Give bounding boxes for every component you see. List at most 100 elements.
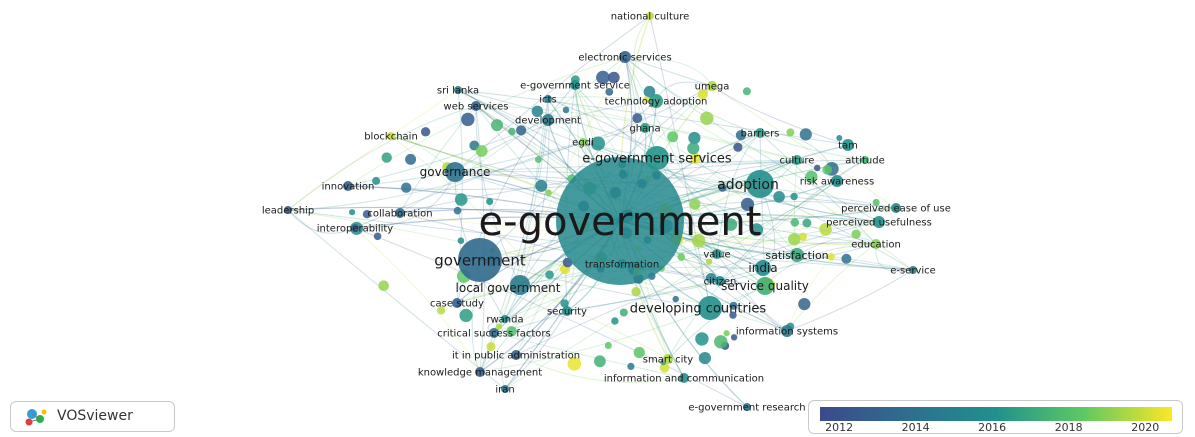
node-technology-adoption[interactable] [649,94,663,108]
node-citizen[interactable] [715,276,725,286]
label-iran[interactable]: iran [495,385,514,396]
label-e-government-research[interactable]: e-government research [688,403,805,414]
node-it-in-public-administration[interactable] [511,350,521,360]
label-case-study[interactable]: case study [430,299,484,310]
label-blockchain[interactable]: blockchain [364,132,418,143]
node-collaboration[interactable] [395,208,405,218]
node-e-government[interactable] [556,157,684,285]
label-egdi[interactable]: egdi [572,138,594,149]
node-security[interactable] [562,306,572,316]
label-interoperability[interactable]: interoperability [317,224,394,235]
label-governance[interactable]: governance [420,165,491,179]
node-sri-lanka[interactable] [454,86,462,94]
node-culture[interactable] [792,155,802,165]
label-satisfaction[interactable]: satisfaction [765,249,828,262]
node-innovation[interactable] [343,181,353,191]
label-ghana[interactable]: ghana [629,124,660,135]
label-attitude[interactable]: attitude [845,156,885,167]
node-e-government-services[interactable] [645,146,669,170]
node-case-study[interactable] [452,298,462,308]
node-transformation[interactable] [617,259,627,269]
label-web-services[interactable]: web services [444,102,509,113]
label-information-systems[interactable]: information systems [736,327,838,338]
node-knowledge-management[interactable] [475,367,485,377]
node-development[interactable] [542,114,554,126]
node-tam[interactable] [842,139,854,151]
label-smart-city[interactable]: smart city [643,355,693,366]
label-knowledge-management[interactable]: knowledge management [418,368,542,379]
node-barriers[interactable] [755,128,765,138]
node-e-service[interactable] [909,266,917,274]
label-sri-lanka[interactable]: sri lanka [437,86,479,97]
node-value[interactable] [712,249,722,259]
label-critical-success-factors[interactable]: critical success factors [437,329,550,340]
label-e-government[interactable]: e-government [479,199,762,245]
node-electronic-services[interactable] [619,51,631,63]
node-smart-city[interactable] [663,354,673,364]
label-perceived-usefulness[interactable]: perceived usefulness [826,218,932,229]
label-development[interactable]: development [515,116,581,127]
label-security[interactable]: security [547,307,587,318]
node-information-and-communication[interactable] [679,373,689,383]
node-rwanda[interactable] [501,315,509,323]
label-india[interactable]: india [748,261,777,275]
label-rwanda[interactable]: rwanda [486,315,523,326]
node-education[interactable] [871,239,881,249]
node-information-systems[interactable] [781,325,793,337]
node-iran[interactable] [501,385,509,393]
node-developing-countries[interactable] [698,296,722,320]
label-risk-awareness[interactable]: risk awareness [800,177,874,188]
label-e-service[interactable]: e-service [890,266,936,277]
label-transformation[interactable]: transformation [585,260,659,271]
node-local-government[interactable] [510,275,530,295]
node-egdi[interactable] [579,138,587,146]
node-critical-success-factors[interactable] [489,328,499,338]
label-icts[interactable]: icts [539,95,556,106]
label-innovation[interactable]: innovation [322,182,375,193]
label-technology-adoption[interactable]: technology adoption [605,97,708,108]
label-perceived-ease-of-use[interactable]: perceived ease of use [841,204,951,215]
label-barriers[interactable]: barriers [741,129,780,140]
label-value[interactable]: value [703,250,730,261]
node-adoption[interactable] [746,170,774,198]
label-e-government-services[interactable]: e-government services [582,152,732,167]
node-perceived-usefulness[interactable] [873,216,885,228]
node-national-culture[interactable] [646,12,654,20]
node-india[interactable] [755,260,771,276]
label-it-in-public-administration[interactable]: it in public administration [452,351,580,362]
label-information-and-communication[interactable]: information and communication [604,374,764,385]
label-leadership[interactable]: leadership [262,206,314,217]
label-collaboration[interactable]: collaboration [367,209,432,220]
label-national-culture[interactable]: national culture [611,12,690,23]
node-blockchain[interactable] [387,132,395,140]
node-satisfaction[interactable] [790,248,804,262]
node-governance[interactable] [445,162,465,182]
label-e-government-service[interactable]: e-government service [520,81,630,92]
node-service-quality[interactable] [756,277,774,295]
legend-tick-2016: 2016 [978,421,1007,434]
node-attitude[interactable] [861,156,869,164]
label-citizen[interactable]: citizen [704,277,737,288]
label-government[interactable]: government [434,251,526,269]
label-culture[interactable]: culture [780,156,815,167]
label-service-quality[interactable]: service quality [721,279,809,293]
label-electronic-services[interactable]: electronic services [578,53,671,64]
label-umega[interactable]: umega [695,82,730,93]
node-web-services[interactable] [471,101,481,111]
label-local-government[interactable]: local government [456,281,561,295]
node-ghana[interactable] [640,123,650,133]
label-adoption[interactable]: adoption [717,177,779,193]
node-icts[interactable] [544,95,552,103]
node-e-government-service[interactable] [570,80,580,90]
node-government[interactable] [458,238,502,282]
node-leadership[interactable] [284,206,292,214]
label-education[interactable]: education [851,240,901,251]
node-perceived-ease-of-use[interactable] [891,203,901,213]
node-umega[interactable] [707,81,717,91]
label-tam[interactable]: tam [838,141,858,152]
node-e-government-research[interactable] [743,403,751,411]
label-developing-countries[interactable]: developing countries [630,302,767,317]
node-interoperability[interactable] [351,224,359,232]
node-risk-awareness[interactable] [831,175,843,187]
